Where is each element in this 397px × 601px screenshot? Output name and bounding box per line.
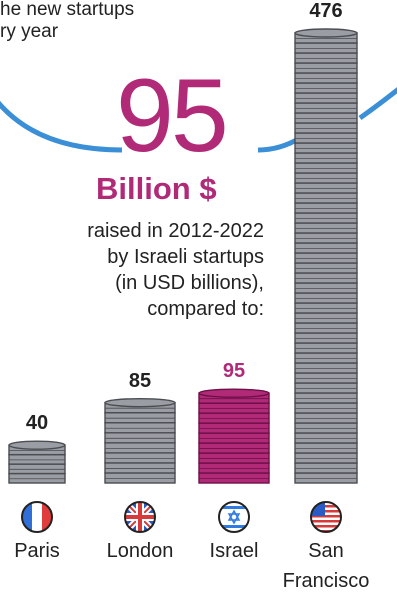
coin-stack-san-francisco — [294, 28, 358, 484]
description-line-4: compared to: — [147, 298, 264, 320]
arc-right-segment — [358, 87, 397, 121]
category-label-israel: Israel — [209, 540, 259, 562]
headline-unit: Billion $ — [96, 171, 217, 206]
france-flag-icon — [21, 501, 53, 533]
coin-stack-israel — [198, 388, 270, 484]
header-line-2: ry year — [0, 21, 59, 42]
coin-stack-london — [104, 397, 176, 484]
headline-number: 95 — [116, 58, 229, 174]
description-line-3: (in USD billions), — [115, 272, 264, 294]
arc-left-segment — [0, 100, 123, 153]
value-label-paris: 40 — [25, 412, 49, 435]
israel-flag-icon — [218, 501, 250, 533]
value-label-israel: 95 — [222, 360, 246, 383]
header-line-1: he new startups — [0, 0, 135, 20]
category-label-san-francisco-line-1: San — [308, 540, 344, 562]
category-label-london: London — [106, 540, 174, 562]
coin-stack-paris — [8, 440, 66, 484]
usa-flag-icon — [310, 501, 342, 533]
description-line-2: by Israeli startups — [107, 246, 264, 268]
uk-flag-icon — [124, 501, 156, 533]
value-label-san-francisco: 476 — [309, 0, 343, 22]
category-label-san-francisco-line-2: Francisco — [282, 570, 370, 592]
value-label-london: 85 — [128, 369, 152, 392]
description-line-1: raised in 2012-2022 — [87, 220, 264, 242]
category-label-paris: Paris — [14, 540, 60, 562]
